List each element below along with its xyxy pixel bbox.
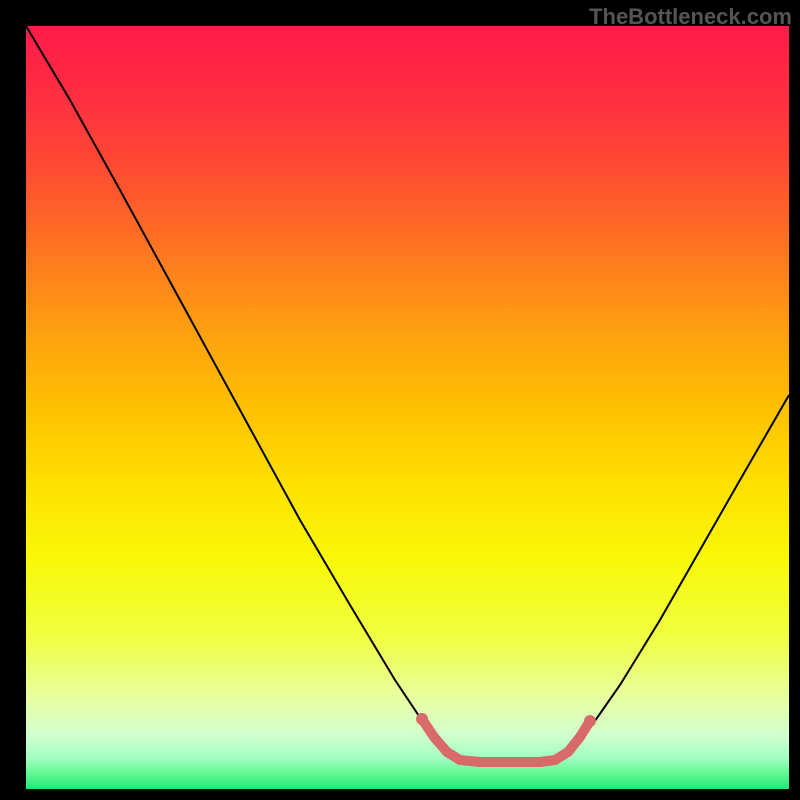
chart-container: TheBottleneck.com <box>0 0 800 800</box>
plot-background <box>26 26 789 789</box>
bottleneck-curve-chart <box>0 0 800 800</box>
watermark-text: TheBottleneck.com <box>589 4 792 30</box>
